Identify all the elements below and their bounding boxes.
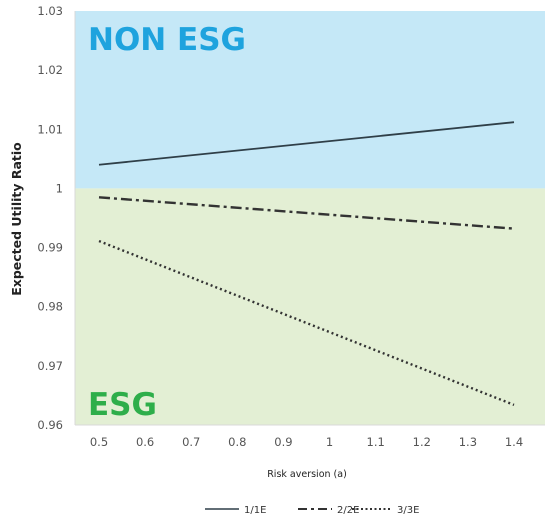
x-tick-labels: 0.5 0.6 0.7 0.8 0.9 1 1.1 1.2 1.3 1.4 bbox=[90, 435, 523, 449]
chart-series bbox=[98, 121, 515, 407]
series-line-3 bbox=[98, 239, 515, 407]
y-tick-label: 0.97 bbox=[37, 359, 63, 373]
legend: 1/1E 2/2E 3/3E bbox=[205, 505, 419, 516]
x-tick-label: 0.6 bbox=[136, 435, 154, 449]
x-tick-label: 1.4 bbox=[505, 435, 523, 449]
x-tick-label: 1 bbox=[326, 435, 333, 449]
x-axis-label: Risk aversion (a) bbox=[267, 469, 347, 480]
region-labels: NON ESG ESG bbox=[88, 22, 246, 423]
x-tick-label: 1.2 bbox=[413, 435, 431, 449]
chart-axes bbox=[74, 11, 545, 426]
x-tick-label: 0.9 bbox=[274, 435, 292, 449]
y-tick-label: 1.02 bbox=[37, 63, 63, 77]
y-tick-label: 1 bbox=[56, 181, 63, 195]
x-tick-label: 1.1 bbox=[367, 435, 385, 449]
y-tick-label: 0.98 bbox=[37, 300, 63, 314]
series-line-1 bbox=[98, 121, 515, 166]
x-tick-label: 0.7 bbox=[182, 435, 200, 449]
y-tick-label: 0.99 bbox=[37, 241, 63, 255]
region-label-non-esg: NON ESG bbox=[88, 22, 246, 58]
chart-regions bbox=[75, 11, 545, 425]
x-tick-label: 0.8 bbox=[228, 435, 246, 449]
x-tick-label: 1.3 bbox=[459, 435, 477, 449]
legend-label-1: 1/1E bbox=[244, 505, 266, 516]
legend-label-2: 2/2E bbox=[337, 505, 359, 516]
y-tick-labels: 0.96 0.97 0.98 0.99 1 1.01 1.02 1.03 bbox=[37, 4, 63, 432]
x-tick-label: 0.5 bbox=[90, 435, 108, 449]
y-tick-label: 0.96 bbox=[37, 418, 63, 432]
legend-label-3: 3/3E bbox=[397, 505, 419, 516]
y-tick-label: 1.03 bbox=[37, 4, 63, 18]
series-line-2 bbox=[98, 196, 515, 230]
region-label-esg: ESG bbox=[88, 387, 157, 423]
y-axis-label: Expected Utility Ratio bbox=[9, 142, 24, 296]
y-tick-label: 1.01 bbox=[37, 122, 63, 136]
